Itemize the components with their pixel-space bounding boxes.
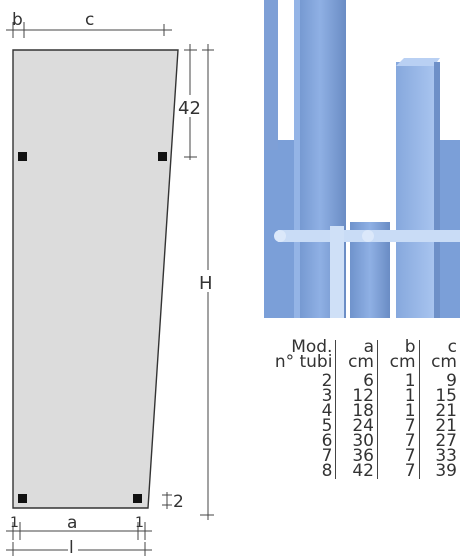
- cell-a: 12: [335, 388, 378, 405]
- header-c: c cm: [418, 339, 460, 374]
- cell-a: 18: [335, 403, 378, 420]
- cell-a: 36: [335, 448, 378, 465]
- cell-c: 15: [418, 388, 460, 405]
- cell-b: 1: [377, 403, 420, 420]
- spec-table-header-row: Mod. n° tubi a cm b cm c cm: [255, 337, 460, 374]
- dim-label-2: 2: [173, 492, 184, 512]
- table-row: 2 6 1 9: [255, 371, 460, 391]
- header-mod: Mod. n° tubi: [274, 337, 333, 372]
- cell-b: 1: [377, 388, 420, 405]
- cell-mod: 4: [321, 401, 333, 421]
- table-row: 5 24 7 21: [255, 416, 460, 436]
- bracket-top-left: [18, 152, 27, 161]
- tube-right: [396, 62, 434, 318]
- label-bg-l: [68, 538, 78, 554]
- table-row: 6 30 7 27: [255, 431, 460, 451]
- bottom-dimension-a: [6, 522, 152, 540]
- rod: [330, 226, 344, 318]
- bracket-bottom-left: [18, 494, 27, 503]
- table-row: 4 18 1 21: [255, 401, 460, 421]
- cell-c: 33: [418, 448, 460, 465]
- cell-c: 21: [418, 403, 460, 420]
- dim-label-1-right: 1: [135, 515, 144, 531]
- cell-mod: 6: [321, 431, 333, 451]
- dim-label-1-left: 1: [10, 515, 19, 531]
- label-bg-42: [180, 95, 202, 117]
- cell-c: 27: [418, 433, 460, 450]
- dim-label-b: b: [12, 10, 23, 30]
- header-b: b cm: [377, 339, 420, 374]
- label-bg-a: [66, 513, 80, 529]
- cell-a: 42: [335, 463, 378, 480]
- dim-label-42: 42: [178, 98, 201, 119]
- radiator-panel: [12, 49, 179, 509]
- top-dimension: [6, 22, 172, 38]
- cell-b: 7: [377, 418, 420, 435]
- cell-mod: 2: [321, 371, 333, 391]
- dim-label-l: l: [69, 538, 74, 556]
- cell-mod: 3: [321, 386, 333, 406]
- dim-label-a: a: [67, 513, 77, 533]
- cell-a: 30: [335, 433, 378, 450]
- table-row: 3 12 1 15: [255, 386, 460, 406]
- cell-b: 1: [377, 373, 420, 390]
- spec-table: Mod. n° tubi a cm b cm c cm 2 6 1 9 3 12 1 1…: [255, 337, 460, 481]
- cell-mod: 8: [321, 461, 333, 481]
- cell-mod: 7: [321, 446, 333, 466]
- header-a: a cm: [335, 339, 378, 374]
- cell-mod: 5: [321, 416, 333, 436]
- cell-a: 6: [335, 373, 378, 390]
- cell-b: 7: [377, 448, 420, 465]
- cell-b: 7: [377, 463, 420, 480]
- cell-c: 21: [418, 418, 460, 435]
- cell-b: 7: [377, 433, 420, 450]
- cell-c: 39: [418, 463, 460, 480]
- table-row: 7 36 7 33: [255, 446, 460, 466]
- cell-c: 9: [418, 373, 460, 390]
- bracket-bottom-right: [133, 494, 142, 503]
- dim-label-H: H: [199, 273, 213, 294]
- technical-drawing: b c 42 H 2 1 a 1 l: [6, 10, 216, 556]
- bracket-top-right: [158, 152, 167, 161]
- dim-label-c: c: [85, 10, 94, 30]
- cell-a: 24: [335, 418, 378, 435]
- table-row: 8 42 7 39: [255, 461, 460, 481]
- bottom-dimension-l: [6, 542, 152, 556]
- radiator-closeup-image: [264, 0, 460, 318]
- label-bg-H: [200, 270, 216, 292]
- spec-table-container: Mod. n° tubi a cm b cm c cm 2 6 1 9 3 12 1 1…: [255, 337, 460, 550]
